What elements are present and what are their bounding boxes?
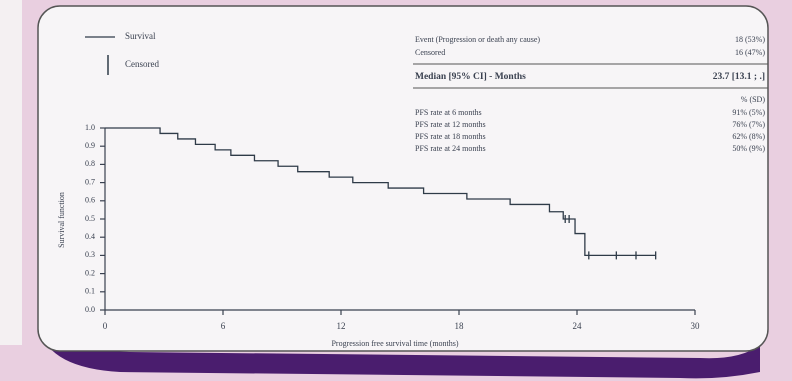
y-tick-label: 1.0	[85, 123, 95, 132]
table-value: 50% (9%)	[732, 144, 765, 153]
legend-label: Survival	[125, 31, 156, 41]
x-axis-label: Progression free survival time (months)	[331, 339, 458, 348]
table-value: 91% (5%)	[732, 108, 765, 117]
table-value: 76% (7%)	[732, 120, 765, 129]
x-tick-label: 30	[691, 321, 701, 331]
page: Survival Censored Survival function Prog…	[0, 0, 792, 381]
x-tick-label: 6	[221, 321, 226, 331]
chart: Survival Censored Survival function Prog…	[0, 0, 792, 381]
table-label: Censored	[415, 48, 445, 57]
table-label: PFS rate at 12 months	[415, 120, 486, 129]
y-tick-label: 0.7	[85, 177, 95, 186]
y-tick-label: 0.5	[85, 214, 95, 223]
card	[38, 6, 768, 351]
y-tick-label: 0.1	[85, 287, 95, 296]
table-value: % (SD)	[741, 95, 766, 104]
side-panel	[0, 0, 22, 345]
table-value: 62% (8%)	[732, 132, 765, 141]
x-tick-label: 0	[103, 321, 108, 331]
table-label: Median [95% CI] - Months	[415, 72, 526, 82]
y-tick-label: 0.3	[85, 250, 95, 259]
table-value: 23.7 [13.1 ; .]	[713, 72, 765, 82]
y-tick-label: 0.8	[85, 159, 95, 168]
table-label: PFS rate at 18 months	[415, 132, 486, 141]
table-label: PFS rate at 6 months	[415, 108, 482, 117]
y-tick-label: 0.6	[85, 196, 95, 205]
y-axis-label: Survival function	[57, 192, 66, 248]
y-tick-label: 0.9	[85, 141, 95, 150]
table-value: 18 (53%)	[735, 35, 765, 44]
table-label: Event (Progression or death any cause)	[415, 35, 540, 44]
y-tick-label: 0.0	[85, 305, 95, 314]
y-tick-label: 0.2	[85, 268, 95, 277]
y-tick-label: 0.4	[85, 232, 95, 241]
x-tick-label: 12	[337, 321, 346, 331]
table-label: PFS rate at 24 months	[415, 144, 486, 153]
legend-label: Censored	[125, 59, 159, 69]
table-value: 16 (47%)	[735, 48, 765, 57]
x-tick-label: 24	[573, 321, 583, 331]
x-tick-label: 18	[455, 321, 465, 331]
